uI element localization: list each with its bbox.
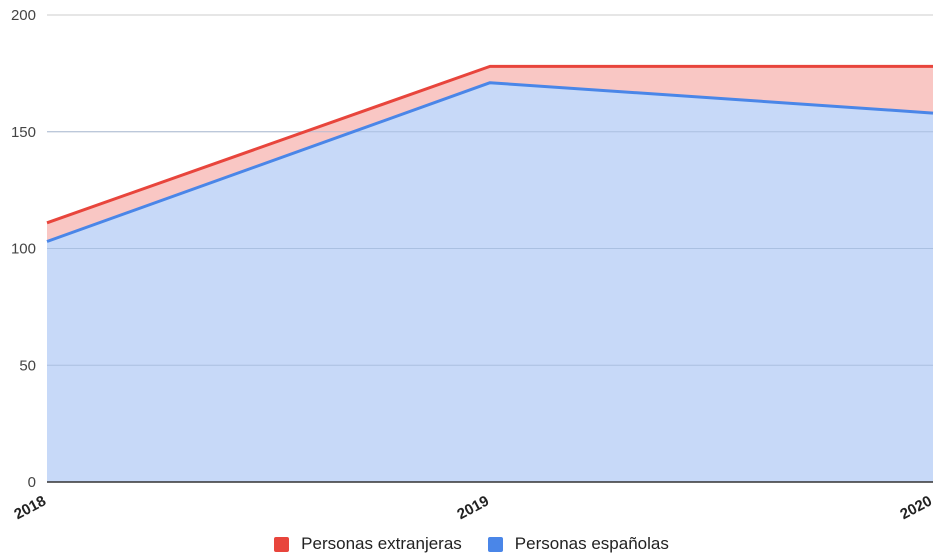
area-series (46, 64, 934, 483)
area-fill-0 (47, 82, 933, 482)
series-line-1 (46, 64, 933, 225)
legend-item-espanolas[interactable]: Personas españolas (487, 534, 669, 554)
legend-label-espanolas: Personas españolas (514, 534, 669, 553)
y-axis-ticks: 0 50 100 150 200 (11, 7, 36, 491)
legend-swatch-espanolas (487, 536, 503, 552)
y-tick-label: 50 (19, 357, 36, 374)
x-tick-label: 2019 (454, 493, 491, 524)
x-tick-label: 2020 (897, 493, 934, 524)
y-tick-label: 0 (28, 474, 36, 491)
y-tick-label: 100 (11, 241, 36, 258)
y-tick-label: 150 (11, 124, 36, 141)
legend-swatch-extranjeras (274, 536, 290, 552)
x-axis-ticks: 2018 2019 2020 (11, 493, 934, 524)
area-fill-1 (47, 66, 933, 242)
legend-item-extranjeras[interactable]: Personas extranjeras (274, 534, 462, 554)
legend-label-extranjeras: Personas extranjeras (301, 534, 462, 553)
series-line-0 (46, 81, 934, 243)
legend: Personas extranjeras Personas españolas (0, 532, 943, 556)
y-tick-label: 200 (11, 7, 36, 24)
x-tick-label: 2018 (11, 493, 48, 524)
